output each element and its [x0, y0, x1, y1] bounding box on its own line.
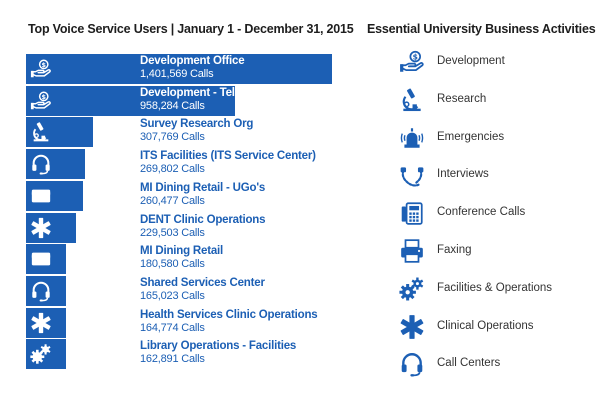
category-label: Development Office — [140, 55, 245, 67]
legend-item: Clinical Operations — [395, 312, 595, 342]
emergencies-icon — [395, 123, 429, 153]
legend-item: Interviews — [395, 160, 595, 190]
category-label: DENT Clinic Operations — [140, 213, 266, 226]
dining-card-icon — [28, 246, 54, 272]
category-label: Health Services Clinic Operations — [140, 308, 318, 321]
legend-label: Interviews — [437, 168, 489, 181]
bar — [26, 212, 77, 243]
value-label: 180,580 Calls — [140, 258, 205, 271]
value-label: 269,802 Calls — [140, 163, 205, 176]
facilities-operations-icon — [395, 274, 429, 304]
conference-calls-icon — [395, 198, 429, 228]
legend-label: Development — [437, 55, 505, 67]
interviews-icon — [395, 160, 429, 190]
category-label: ITS Facilities (ITS Service Center) — [140, 150, 316, 163]
legend-title: Essential University Business Activities — [367, 22, 596, 36]
value-label: 229,503 Calls — [140, 226, 205, 239]
bar-row: MI Dining Retail - UGo's 260,477 Calls — [0, 180, 360, 213]
bar-row: Shared Services Center 165,023 Calls — [0, 275, 360, 308]
legend-item: Faxing — [395, 236, 595, 266]
category-label: Development - Telefund — [140, 86, 266, 99]
development-icon: $ — [28, 56, 54, 82]
development-icon: $ — [28, 88, 54, 114]
call-centers-icon — [28, 278, 54, 304]
category-label: Library Operations - Facilities — [140, 340, 297, 353]
facilities-operations-icon — [28, 341, 54, 367]
call-centers-icon — [395, 349, 429, 379]
bar-row: Survey Research Org 307,769 Calls — [0, 117, 360, 149]
call-centers-icon — [28, 151, 54, 177]
category-label: MI Dining Retail — [140, 245, 224, 258]
value-label: 162,891 Calls — [140, 353, 205, 366]
legend-label: Call Centers — [437, 357, 501, 370]
legend-label: Conference Calls — [437, 206, 526, 219]
legend-item: Facilities & Operations — [395, 274, 595, 304]
bar — [26, 85, 236, 116]
legend-label: Facilities & Operations — [437, 281, 553, 294]
value-label: 260,477 Calls — [140, 194, 205, 207]
research-icon — [28, 119, 54, 145]
bar — [26, 117, 94, 148]
legend-label: Research — [437, 92, 487, 105]
legend-label: Clinical Operations — [437, 319, 534, 332]
legend-label: Faxing — [437, 244, 472, 256]
bar-row: ITS Facilities (ITS Service Center) 269,8… — [0, 149, 360, 181]
legend-item: Emergencies — [395, 123, 595, 153]
svg-text:$: $ — [42, 92, 47, 100]
category-label: Shared Services Center — [140, 276, 265, 289]
bar-row: Library Operations - Facilities 162,891 C… — [0, 339, 360, 371]
value-label: 307,769 Calls — [140, 131, 205, 144]
legend-item: $ Development — [395, 47, 595, 77]
bar — [26, 307, 66, 338]
bar-row: MI Dining Retail 180,580 Calls — [0, 244, 360, 276]
svg-text:$: $ — [413, 52, 418, 61]
clinical-operations-icon — [28, 215, 54, 241]
value-label: 958,284 Calls — [140, 99, 205, 112]
clinical-operations-icon — [28, 310, 54, 336]
bar-row: $ Development Office 1,401,569 Calls — [0, 54, 360, 86]
bar-row: $ Development - Telefund 958,284 Calls — [0, 85, 360, 118]
category-label: Survey Research Org — [140, 118, 254, 131]
research-icon — [395, 85, 429, 115]
dining-card-icon — [28, 183, 54, 209]
bar-row: DENT Clinic Operations 229,503 Calls — [0, 212, 360, 245]
legend-item: Research — [395, 85, 595, 115]
svg-text:$: $ — [42, 61, 47, 69]
value-label: 1,401,569 Calls — [140, 68, 214, 80]
bar-row: Health Services Clinic Operations 164,774… — [0, 307, 360, 340]
bar — [26, 54, 332, 84]
value-label: 164,774 Calls — [140, 321, 205, 334]
value-label: 165,023 Calls — [140, 289, 205, 302]
legend-item: Conference Calls — [395, 198, 595, 228]
bar — [26, 149, 85, 180]
faxing-icon — [395, 236, 429, 266]
category-label: MI Dining Retail - UGo's — [140, 181, 266, 194]
development-icon: $ — [395, 47, 429, 77]
chart-title: Top Voice Service Users | January 1 - De… — [28, 22, 354, 36]
legend-label: Emergencies — [437, 130, 505, 143]
clinical-operations-icon — [395, 312, 429, 342]
bar-chart: $ Development Office 1,401,569 Calls $ Devel… — [0, 54, 360, 371]
legend-item: Call Centers — [395, 349, 595, 379]
